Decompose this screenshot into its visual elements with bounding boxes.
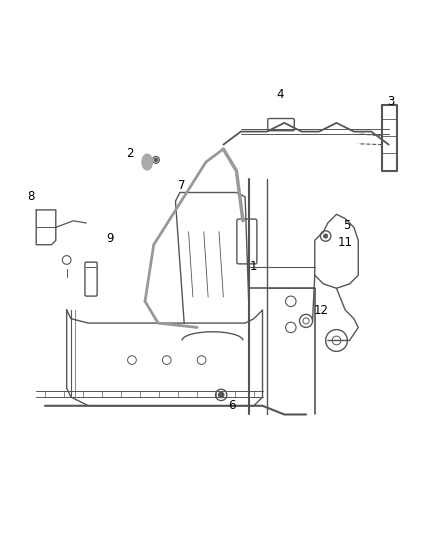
Polygon shape xyxy=(142,154,152,170)
Text: 4: 4 xyxy=(276,88,284,101)
Text: 2: 2 xyxy=(126,147,134,160)
Text: 3: 3 xyxy=(387,95,395,108)
Text: 5: 5 xyxy=(343,219,350,232)
Text: 9: 9 xyxy=(106,232,114,245)
Text: 1: 1 xyxy=(250,260,258,273)
Text: 6: 6 xyxy=(228,399,236,412)
Text: 12: 12 xyxy=(314,303,329,317)
Circle shape xyxy=(154,158,158,161)
Text: 8: 8 xyxy=(27,190,35,204)
Circle shape xyxy=(152,156,159,163)
Circle shape xyxy=(323,234,328,238)
Circle shape xyxy=(219,392,224,398)
Text: 11: 11 xyxy=(338,236,353,249)
Text: 7: 7 xyxy=(178,180,186,192)
